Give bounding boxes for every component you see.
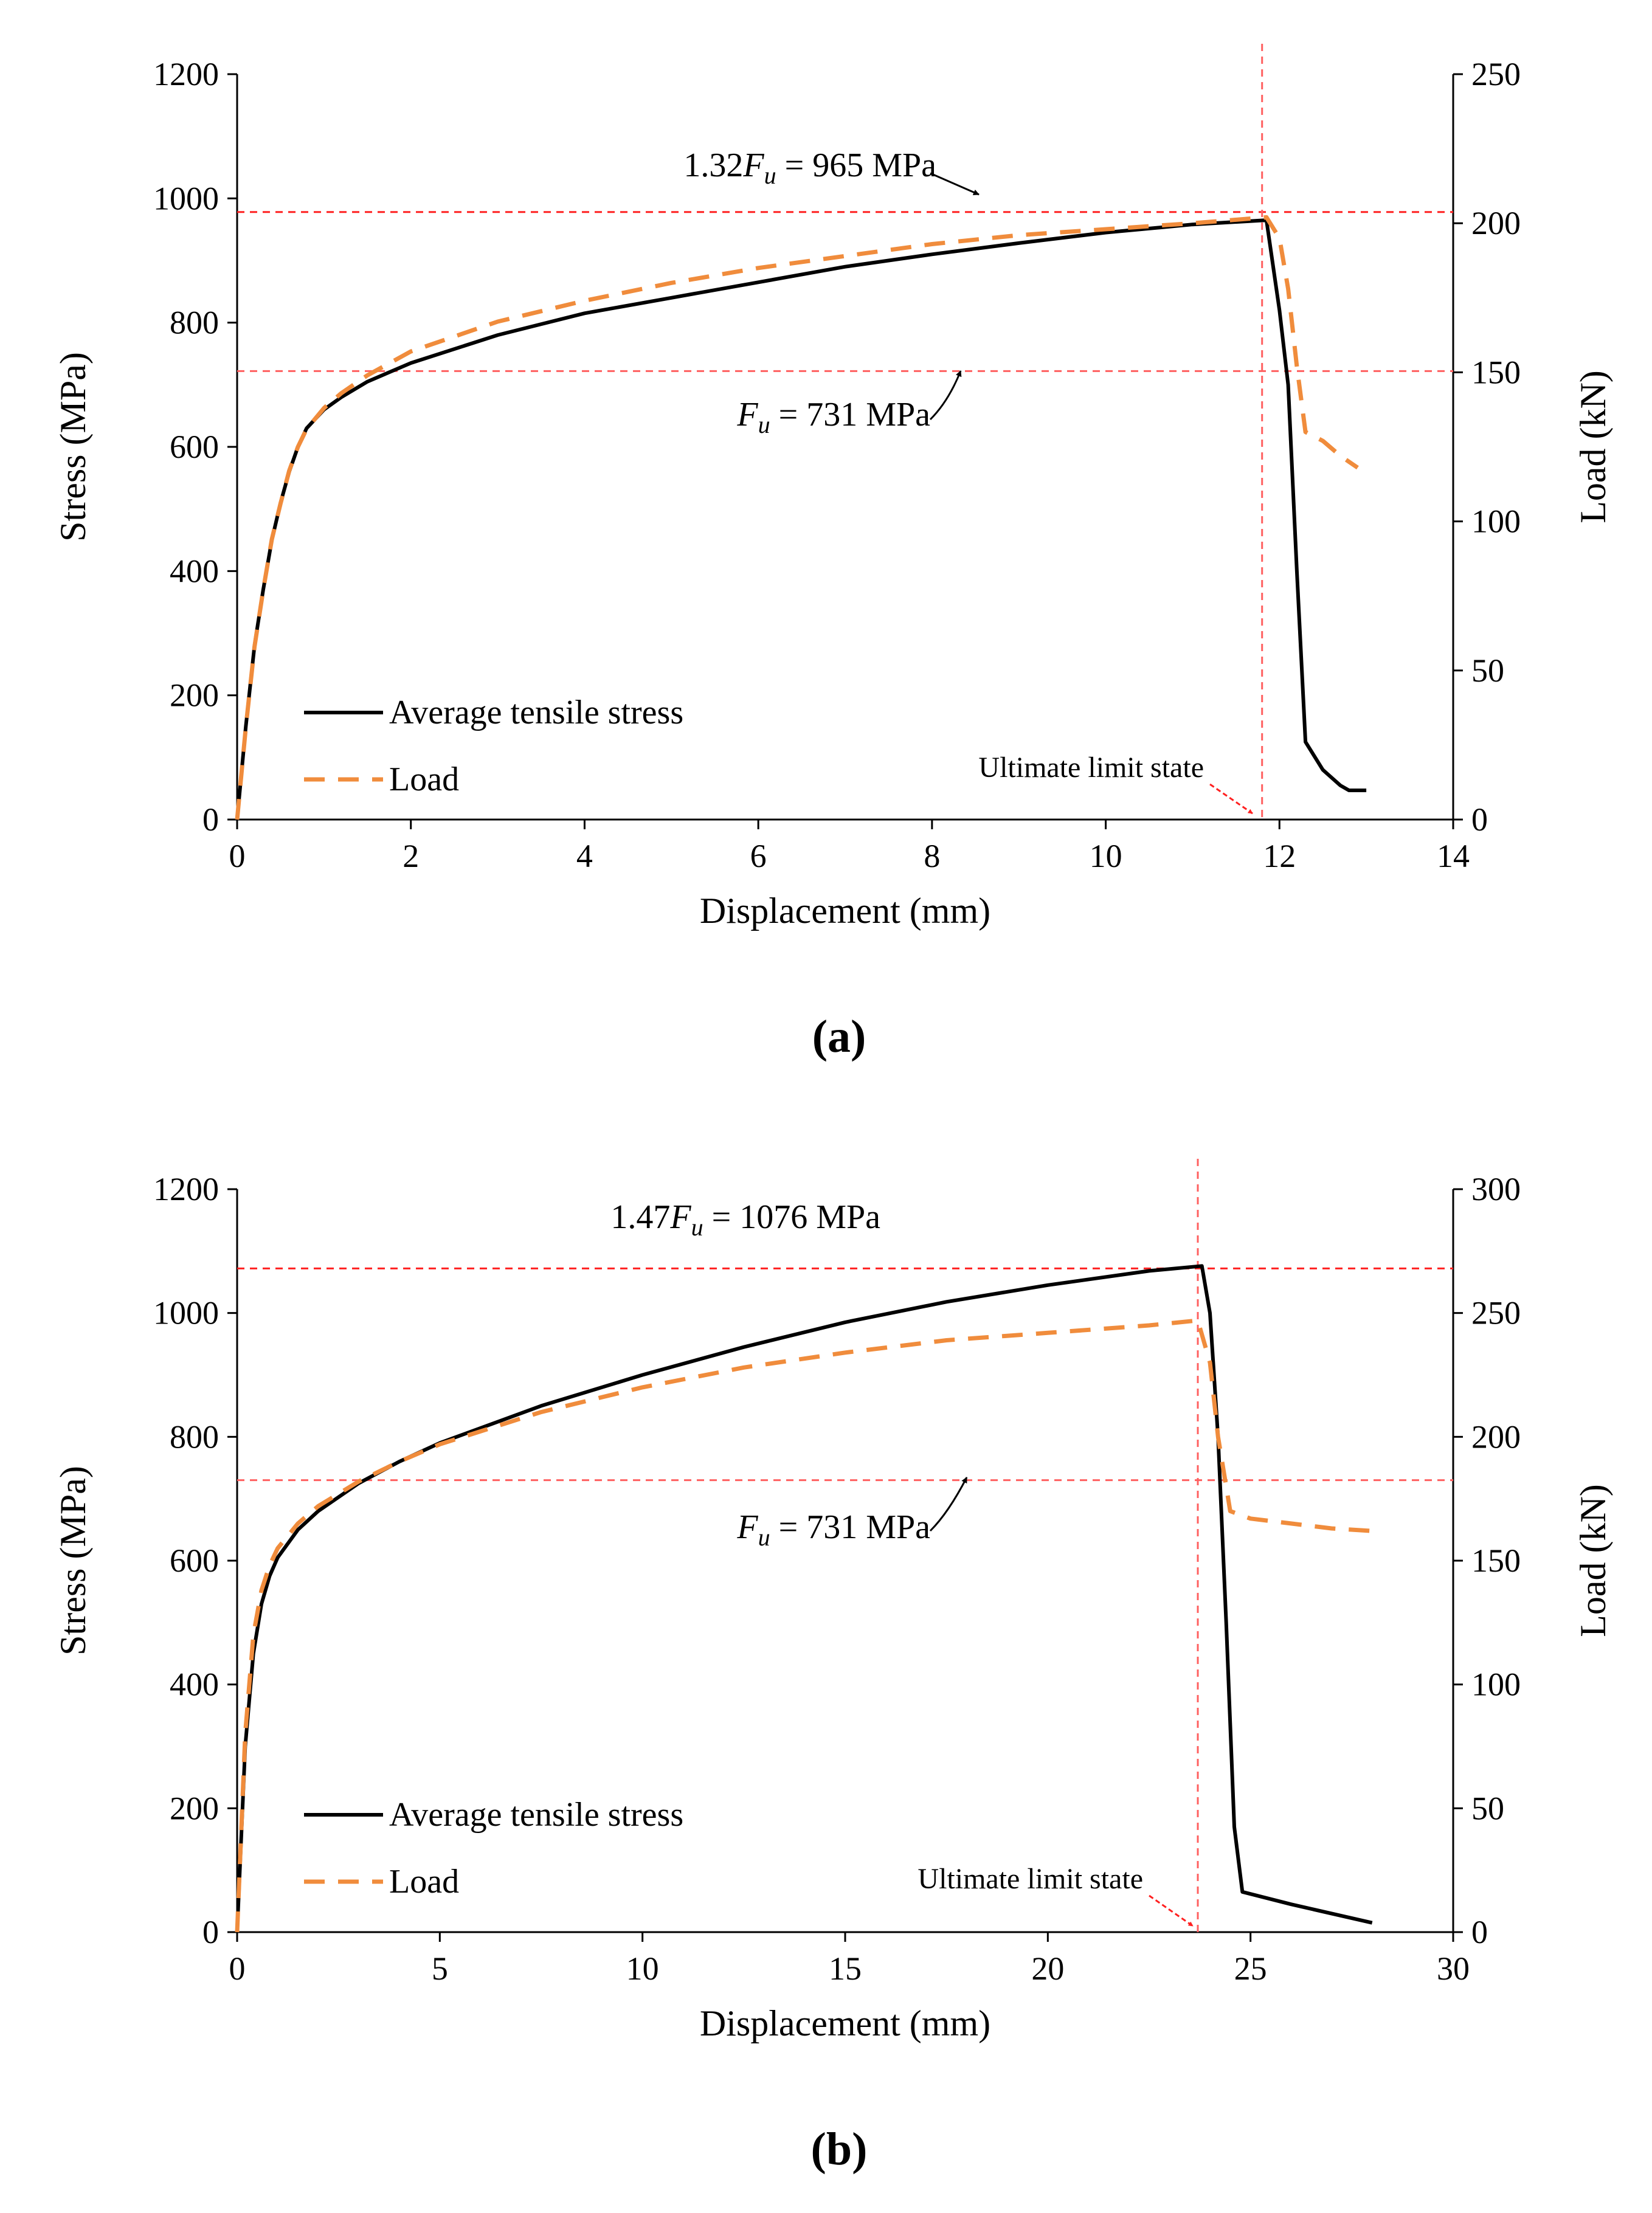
lower-annotation-label: Fu = 731 MPa <box>736 1508 930 1551</box>
x-tick-label: 25 <box>1234 1950 1267 1987</box>
y-tick-label: 0 <box>202 1914 219 1950</box>
ultimate-limit-arrow <box>1209 783 1253 815</box>
x-tick-label: 6 <box>750 838 767 874</box>
ann-suffix: = 1076 MPa <box>703 1198 881 1236</box>
y-tick-label: 0 <box>202 801 219 838</box>
ann-sub: u <box>764 162 776 189</box>
lower-annotation-arrow <box>929 370 962 421</box>
load-series-line <box>235 1318 1372 1933</box>
ann-var: F <box>742 147 764 184</box>
y2-tick-label: 150 <box>1471 354 1521 390</box>
x-tick-label: 8 <box>924 838 940 874</box>
chart-a: 0 2 4 6 8 10 12 1402004006008001000120005010015… <box>53 44 1613 1062</box>
x-tick-label: 4 <box>576 838 593 874</box>
y-tick-label: 600 <box>170 1542 219 1579</box>
y-tick-label: 1000 <box>153 1295 219 1331</box>
y-tick-label: 400 <box>170 553 219 589</box>
y-tick-label: 200 <box>170 677 219 714</box>
ann-sub: u <box>691 1214 703 1241</box>
upper-annotation-label: 1.47Fu = 1076 MPa <box>610 1198 880 1241</box>
x-tick-label: 12 <box>1263 838 1296 874</box>
y-tick-label: 200 <box>170 1790 219 1826</box>
y2-tick-label: 200 <box>1471 1418 1521 1455</box>
y2-axis-title: Load (kN) <box>1573 370 1613 523</box>
legend-stress-label: Average tensile stress <box>389 1796 683 1834</box>
x-axis-title: Displacement (mm) <box>700 891 990 931</box>
y-tick-label: 800 <box>170 305 219 341</box>
y2-tick-label: 250 <box>1471 56 1521 92</box>
ann-var: F <box>669 1198 691 1236</box>
x-tick-label: 2 <box>403 838 419 874</box>
ann-suffix: = 731 MPa <box>770 1508 931 1546</box>
y2-tick-label: 0 <box>1471 801 1488 838</box>
ann-suffix: = 731 MPa <box>770 396 931 433</box>
y2-axis-title: Load (kN) <box>1573 1484 1613 1637</box>
y-tick-label: 400 <box>170 1666 219 1703</box>
y2-tick-label: 0 <box>1471 1914 1488 1950</box>
lower-annotation-arrow <box>929 1477 968 1532</box>
load-series-line <box>235 215 1359 820</box>
y-axis-title: Stress (MPa) <box>53 352 93 542</box>
y2-tick-label: 100 <box>1471 503 1521 540</box>
x-tick-label: 15 <box>829 1950 862 1987</box>
ann-sub: u <box>758 1524 770 1551</box>
ann-prefix: 1.47 <box>610 1198 670 1236</box>
y2-tick-label: 150 <box>1471 1542 1521 1579</box>
x-tick-label: 0 <box>229 1950 246 1987</box>
legend-load-label: Load <box>389 1863 459 1901</box>
ann-var: F <box>736 396 758 433</box>
ann-suffix: = 965 MPa <box>776 147 937 184</box>
x-tick-label: 5 <box>432 1950 448 1987</box>
legend-stress-label: Average tensile stress <box>389 694 683 731</box>
x-axis-title: Displacement (mm) <box>700 2003 990 2043</box>
y-tick-label: 1200 <box>153 56 219 92</box>
y-axis-title: Stress (MPa) <box>53 1466 93 1655</box>
ultimate-limit-label: Ultimate limit state <box>978 751 1204 784</box>
y2-tick-label: 50 <box>1471 652 1504 689</box>
y-tick-label: 800 <box>170 1418 219 1455</box>
stress-series-line <box>235 1264 1373 1933</box>
x-tick-label: 14 <box>1437 838 1470 874</box>
x-tick-label: 20 <box>1031 1950 1064 1987</box>
legend-load-label: Load <box>389 761 459 798</box>
y2-tick-label: 250 <box>1471 1295 1521 1331</box>
ultimate-limit-arrow <box>1149 1894 1194 1927</box>
chart-b: 0 5 10 15 20 25 300200400600800100012000501001… <box>53 1159 1613 2175</box>
y2-tick-label: 50 <box>1471 1790 1504 1826</box>
ultimate-limit-label: Ultimate limit state <box>918 1863 1143 1895</box>
x-tick-label: 0 <box>229 838 246 874</box>
upper-annotation-label: 1.32Fu = 965 MPa <box>683 147 936 189</box>
y-tick-label: 600 <box>170 429 219 465</box>
y-tick-label: 1000 <box>153 180 219 216</box>
panel-label: (b) <box>811 2124 868 2175</box>
y2-tick-label: 100 <box>1471 1666 1521 1703</box>
ann-sub: u <box>758 411 770 438</box>
y2-tick-label: 300 <box>1471 1171 1521 1207</box>
x-tick-label: 10 <box>626 1950 659 1987</box>
ann-var: F <box>736 1508 758 1546</box>
panel-label: (a) <box>812 1011 866 1062</box>
y2-tick-label: 200 <box>1471 205 1521 241</box>
y-tick-label: 1200 <box>153 1171 219 1207</box>
x-tick-label: 30 <box>1437 1950 1470 1987</box>
lower-annotation-label: Fu = 731 MPa <box>736 396 930 438</box>
upper-annotation-arrow <box>930 172 980 196</box>
x-tick-label: 10 <box>1090 838 1122 874</box>
ann-prefix: 1.32 <box>683 147 743 184</box>
